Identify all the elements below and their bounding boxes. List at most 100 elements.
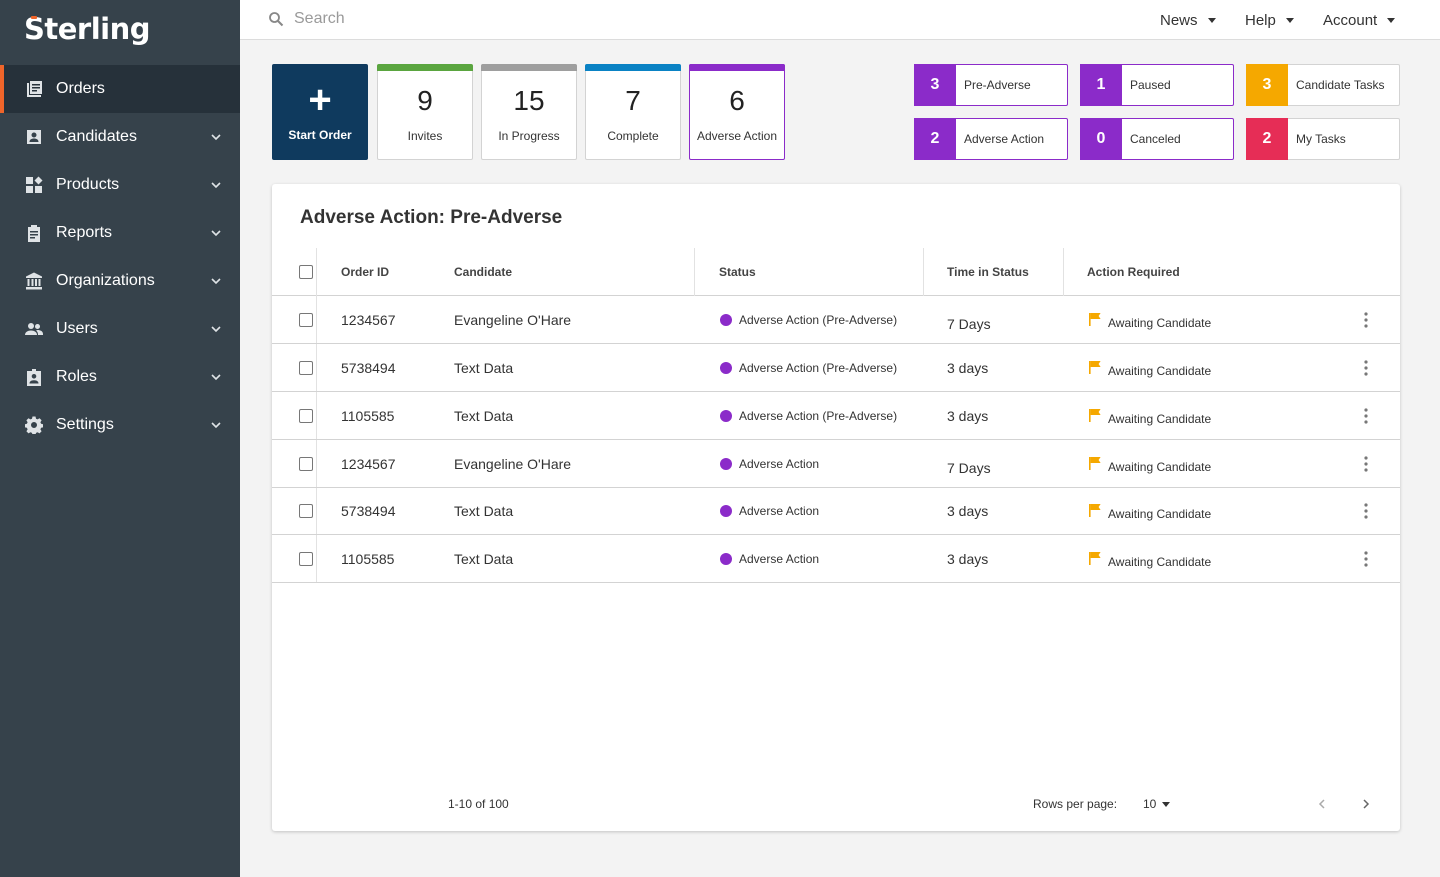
chip-label: My Tasks [1296,132,1346,146]
summary-card-adverse-action[interactable]: 6 Adverse Action [689,64,785,160]
more-options-icon[interactable] [1356,310,1376,330]
order-id-cell[interactable]: 1105585 [341,551,395,567]
order-id-cell[interactable]: 5738494 [341,503,396,519]
card-label: In Progress [498,129,560,143]
status-chip-canceled[interactable]: 0 Canceled [1080,118,1234,160]
status-cell: Adverse Action [720,440,819,488]
status-chip-my-tasks[interactable]: 2 My Tasks [1246,118,1400,160]
candidate-cell[interactable]: Evangeline O'Hare [454,312,572,328]
help-menu[interactable]: Help [1245,0,1294,40]
sidebar-item-label: Users [56,320,98,337]
summary-card-in-progress[interactable]: 15 In Progress [481,64,577,160]
row-select-cell [299,344,313,392]
column-header-time-in-status[interactable]: Time in Status [947,265,1029,279]
status-chip-adverse-action[interactable]: 2 Adverse Action [914,118,1068,160]
card-label: Adverse Action [696,129,778,143]
candidate-cell[interactable]: Text Data [454,551,514,567]
order-id-cell[interactable]: 5738494 [341,360,396,376]
column-header-order-id[interactable]: Order ID [341,265,390,279]
sidebar-item-organizations[interactable]: Organizations [0,257,240,305]
row-checkbox[interactable] [299,313,313,327]
select-all-checkbox[interactable] [299,265,313,279]
table-row[interactable]: 1234567 Evangeline O'Hare Adverse Action (… [272,296,1400,344]
chevron-down-icon[interactable] [204,317,228,341]
column-divider [316,248,317,296]
table-row[interactable]: 1105585 Text Data Adverse Action (Pre-Adve… [272,392,1400,440]
sterling-logo[interactable]: Sterling [24,12,151,46]
row-checkbox[interactable] [299,457,313,471]
sidebar-item-reports[interactable]: Reports [0,209,240,257]
rows-per-page-select[interactable]: 10 [1143,797,1171,811]
news-menu[interactable]: News [1160,0,1216,40]
previous-page-button[interactable] [1312,794,1332,814]
card-count: 9 [417,85,433,116]
chevron-down-icon[interactable] [204,221,228,245]
chevron-down-icon[interactable] [204,125,228,149]
status-chip-candidate-tasks[interactable]: 3 Candidate Tasks [1246,64,1400,106]
column-header-candidate[interactable]: Candidate [454,265,513,279]
table-row[interactable]: 5738494 Text Data Adverse Action 3 days Awai… [272,487,1400,535]
settings-icon [24,415,44,435]
sidebar-item-settings[interactable]: Settings [0,401,240,449]
order-id-cell[interactable]: 1234567 [341,312,396,328]
more-options-icon[interactable] [1356,406,1376,426]
card-accent-bar [481,64,577,71]
row-checkbox[interactable] [299,409,313,423]
candidate-cell[interactable]: Text Data [454,503,514,519]
start-order-button[interactable]: + Start Order [272,64,368,160]
more-options-icon[interactable] [1356,358,1376,378]
row-checkbox[interactable] [299,361,313,375]
column-divider [1063,248,1064,296]
status-chip-paused[interactable]: 1 Paused [1080,64,1234,106]
column-header-action-required[interactable]: Action Required [1087,265,1180,279]
column-header-status[interactable]: Status [719,265,756,279]
sidebar-item-orders[interactable]: Orders [0,65,240,113]
account-menu[interactable]: Account [1323,0,1396,40]
status-dot-icon [720,458,732,470]
chevron-down-icon[interactable] [204,365,228,389]
search-input[interactable] [294,10,594,28]
chevron-right-icon [1363,799,1370,809]
search-box[interactable] [268,10,594,28]
order-id-cell[interactable]: 1105585 [341,408,395,424]
status-dot-icon [720,410,732,422]
chevron-down-icon[interactable] [204,269,228,293]
status-chip-pre-adverse[interactable]: 3 Pre-Adverse [914,64,1068,106]
row-checkbox[interactable] [299,504,313,518]
search-icon [269,12,284,27]
more-options-icon[interactable] [1356,501,1376,521]
chevron-down-icon[interactable] [204,413,228,437]
flag-icon [1088,456,1108,473]
more-options-icon[interactable] [1356,549,1376,569]
table-header: Order ID Candidate Status Time in Status… [272,248,1400,296]
summary-card-invites[interactable]: 9 Invites [377,64,473,160]
candidates-icon [24,127,44,147]
table-row[interactable]: 1105585 Text Data Adverse Action 3 days Awai… [272,535,1400,583]
row-actions-cell [1356,440,1376,488]
next-page-button[interactable] [1356,794,1376,814]
sidebar-item-products[interactable]: Products [0,161,240,209]
chip-count: 3 [1246,64,1288,106]
card-accent-bar [585,64,681,71]
candidate-cell[interactable]: Text Data [454,360,514,376]
chevron-down-icon[interactable] [204,173,228,197]
table-row[interactable]: 1234567 Evangeline O'Hare Adverse Action 7 … [272,440,1400,488]
action-required-cell: Awaiting Candidate [1088,487,1211,535]
table-row[interactable]: 5738494 Text Data Adverse Action (Pre-Adve… [272,344,1400,392]
candidate-cell[interactable]: Text Data [454,408,514,424]
order-id-cell[interactable]: 1234567 [341,456,396,472]
row-checkbox[interactable] [299,552,313,566]
sidebar-item-roles[interactable]: Roles [0,353,240,401]
sidebar-item-label: Products [56,176,120,193]
chip-count: 2 [1246,118,1288,160]
sidebar-item-users[interactable]: Users [0,305,240,353]
status-text: Adverse Action (Pre-Adverse) [739,313,898,327]
sidebar-item-candidates[interactable]: Candidates [0,113,240,161]
action-required-text: Awaiting Candidate [1108,507,1212,521]
status-dot-icon [720,362,732,374]
status-text: Adverse Action [739,504,820,518]
candidate-cell[interactable]: Evangeline O'Hare [454,456,572,472]
flag-icon [1088,312,1108,329]
more-options-icon[interactable] [1356,454,1376,474]
summary-card-complete[interactable]: 7 Complete [585,64,681,160]
